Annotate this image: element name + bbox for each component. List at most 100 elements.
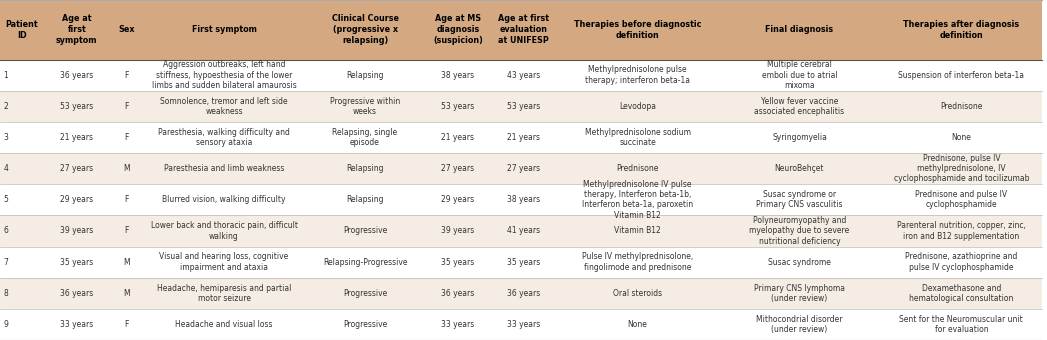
Text: F: F [125, 71, 129, 80]
Text: Methylprednisolone sodium
succinate: Methylprednisolone sodium succinate [584, 128, 691, 147]
Text: First symptom: First symptom [192, 25, 257, 34]
Bar [0, 246, 1042, 278]
Text: Pulse IV methylprednisolone,
fingolimode and prednisone: Pulse IV methylprednisolone, fingolimode… [582, 252, 693, 272]
Text: 53 years: 53 years [60, 102, 93, 111]
Text: Sex: Sex [118, 25, 135, 34]
Text: M: M [124, 258, 130, 267]
Text: F: F [125, 226, 129, 235]
Text: Prednisone, azathioprine and
pulse IV cyclophosphamide: Prednisone, azathioprine and pulse IV cy… [906, 252, 1018, 272]
Text: Clinical Course
(progressive x
relapsing): Clinical Course (progressive x relapsing… [332, 14, 399, 45]
Text: Age at
first
symptom: Age at first symptom [55, 14, 97, 45]
Text: 36 years: 36 years [442, 289, 474, 298]
Text: Relapsing-Progressive: Relapsing-Progressive [322, 258, 407, 267]
Text: 35 years: 35 years [60, 258, 93, 267]
Text: Vitamin B12: Vitamin B12 [615, 226, 661, 235]
Text: 36 years: 36 years [60, 71, 93, 80]
Text: Parenteral nutrition, copper, zinc,
iron and B12 supplementation: Parenteral nutrition, copper, zinc, iron… [897, 221, 1026, 241]
Text: Paresthesia and limb weakness: Paresthesia and limb weakness [163, 164, 284, 173]
Text: Headache, hemiparesis and partial
motor seizure: Headache, hemiparesis and partial motor … [157, 284, 291, 303]
Text: Therapies before diagnostic
definition: Therapies before diagnostic definition [574, 20, 701, 40]
Text: Methylprednisolone pulse
therapy; interferon beta-1a: Methylprednisolone pulse therapy; interf… [585, 65, 690, 85]
Text: 21 years: 21 years [61, 133, 93, 142]
Text: Susac syndrome or
Primary CNS vasculitis: Susac syndrome or Primary CNS vasculitis [756, 190, 843, 209]
Text: Somnolence, tremor and left side
weakness: Somnolence, tremor and left side weaknes… [160, 97, 288, 116]
Text: 21 years: 21 years [507, 133, 540, 142]
Text: Therapies after diagnosis
definition: Therapies after diagnosis definition [904, 20, 1020, 40]
Text: Prednisone: Prednisone [940, 102, 982, 111]
Text: 36 years: 36 years [60, 289, 93, 298]
Text: 3: 3 [3, 133, 8, 142]
Text: Progressive within
weeks: Progressive within weeks [330, 97, 400, 116]
Text: 41 years: 41 years [507, 226, 540, 235]
Text: 9: 9 [3, 320, 8, 329]
Text: 39 years: 39 years [60, 226, 93, 235]
Bar [0, 91, 1042, 122]
Text: Blurred vision, walking difficulty: Blurred vision, walking difficulty [162, 195, 286, 204]
Text: Progressive: Progressive [342, 320, 387, 329]
Text: M: M [124, 164, 130, 173]
Text: Aggression outbreaks, left hand
stiffness, hypoesthesia of the lower
limbs and s: Aggression outbreaks, left hand stiffnes… [152, 60, 296, 90]
Bar [0, 59, 1042, 91]
Bar [0, 278, 1042, 309]
Text: 5: 5 [3, 195, 8, 204]
Text: 53 years: 53 years [507, 102, 540, 111]
Text: Progressive: Progressive [342, 226, 387, 235]
Text: 33 years: 33 years [507, 320, 540, 329]
Text: F: F [125, 102, 129, 111]
Bar [0, 153, 1042, 184]
Text: Patient
ID: Patient ID [5, 20, 39, 40]
Text: 29 years: 29 years [442, 195, 474, 204]
Text: None: None [952, 133, 972, 142]
Text: 33 years: 33 years [442, 320, 474, 329]
Text: 27 years: 27 years [60, 164, 93, 173]
Text: Mithocondrial disorder
(under review): Mithocondrial disorder (under review) [756, 315, 843, 334]
Text: 33 years: 33 years [60, 320, 93, 329]
Text: None: None [627, 320, 647, 329]
Bar [0, 184, 1042, 215]
Text: Progressive: Progressive [342, 289, 387, 298]
Text: Suspension of interferon beta-1a: Suspension of interferon beta-1a [898, 71, 1024, 80]
Text: Relapsing: Relapsing [347, 164, 384, 173]
Text: 43 years: 43 years [507, 71, 540, 80]
Text: F: F [125, 133, 129, 142]
Text: Relapsing, single
episode: Relapsing, single episode [333, 128, 398, 147]
Bar [0, 309, 1042, 340]
Text: Prednisone and pulse IV
cyclophosphamide: Prednisone and pulse IV cyclophosphamide [915, 190, 1007, 209]
Text: F: F [125, 195, 129, 204]
Text: Headache and visual loss: Headache and visual loss [175, 320, 273, 329]
Text: 27 years: 27 years [507, 164, 540, 173]
Text: 39 years: 39 years [442, 226, 474, 235]
Bar [0, 122, 1042, 153]
Text: Age at MS
diagnosis
(suspicion): Age at MS diagnosis (suspicion) [433, 14, 483, 45]
Text: 27 years: 27 years [442, 164, 474, 173]
Text: Yellow fever vaccine
associated encephalitis: Yellow fever vaccine associated encephal… [755, 97, 845, 116]
Text: 38 years: 38 years [507, 195, 540, 204]
Text: Prednisone, pulse IV
methylprednisolone, IV
cyclophosphamide and tocilizumab: Prednisone, pulse IV methylprednisolone,… [893, 154, 1029, 184]
Text: Susac syndrome: Susac syndrome [768, 258, 831, 267]
Text: 4: 4 [3, 164, 8, 173]
Text: Levodopa: Levodopa [619, 102, 656, 111]
Text: Primary CNS lymphoma
(under review): Primary CNS lymphoma (under review) [754, 284, 845, 303]
Text: NeuroBehçet: NeuroBehçet [775, 164, 824, 173]
Text: Visual and hearing loss, cognitive
impairment and ataxia: Visual and hearing loss, cognitive impai… [159, 252, 289, 272]
Text: Oral steroids: Oral steroids [612, 289, 662, 298]
Text: Age at first
evaluation
at UNIFESP: Age at first evaluation at UNIFESP [498, 14, 550, 45]
Text: 1: 1 [3, 71, 8, 80]
Text: Polyneuromyopathy and
myelopathy due to severe
nutritional deficiency: Polyneuromyopathy and myelopathy due to … [750, 216, 849, 246]
Text: Final diagnosis: Final diagnosis [765, 25, 833, 34]
Text: Dexamethasone and
hematological consultation: Dexamethasone and hematological consulta… [909, 284, 1013, 303]
Text: 7: 7 [3, 258, 8, 267]
Text: F: F [125, 320, 129, 329]
Text: Sent for the Neuromuscular unit
for evaluation: Sent for the Neuromuscular unit for eval… [899, 315, 1023, 334]
Text: 8: 8 [3, 289, 8, 298]
Text: Prednisone: Prednisone [617, 164, 659, 173]
Text: 6: 6 [3, 226, 8, 235]
Text: Paresthesia, walking difficulty and
sensory ataxia: Paresthesia, walking difficulty and sens… [158, 128, 290, 147]
Text: 53 years: 53 years [442, 102, 474, 111]
Text: M: M [124, 289, 130, 298]
Text: 36 years: 36 years [507, 289, 540, 298]
Text: Syringomyelia: Syringomyelia [772, 133, 827, 142]
Bar [0, 215, 1042, 246]
Text: Relapsing: Relapsing [347, 195, 384, 204]
Text: 29 years: 29 years [60, 195, 93, 204]
